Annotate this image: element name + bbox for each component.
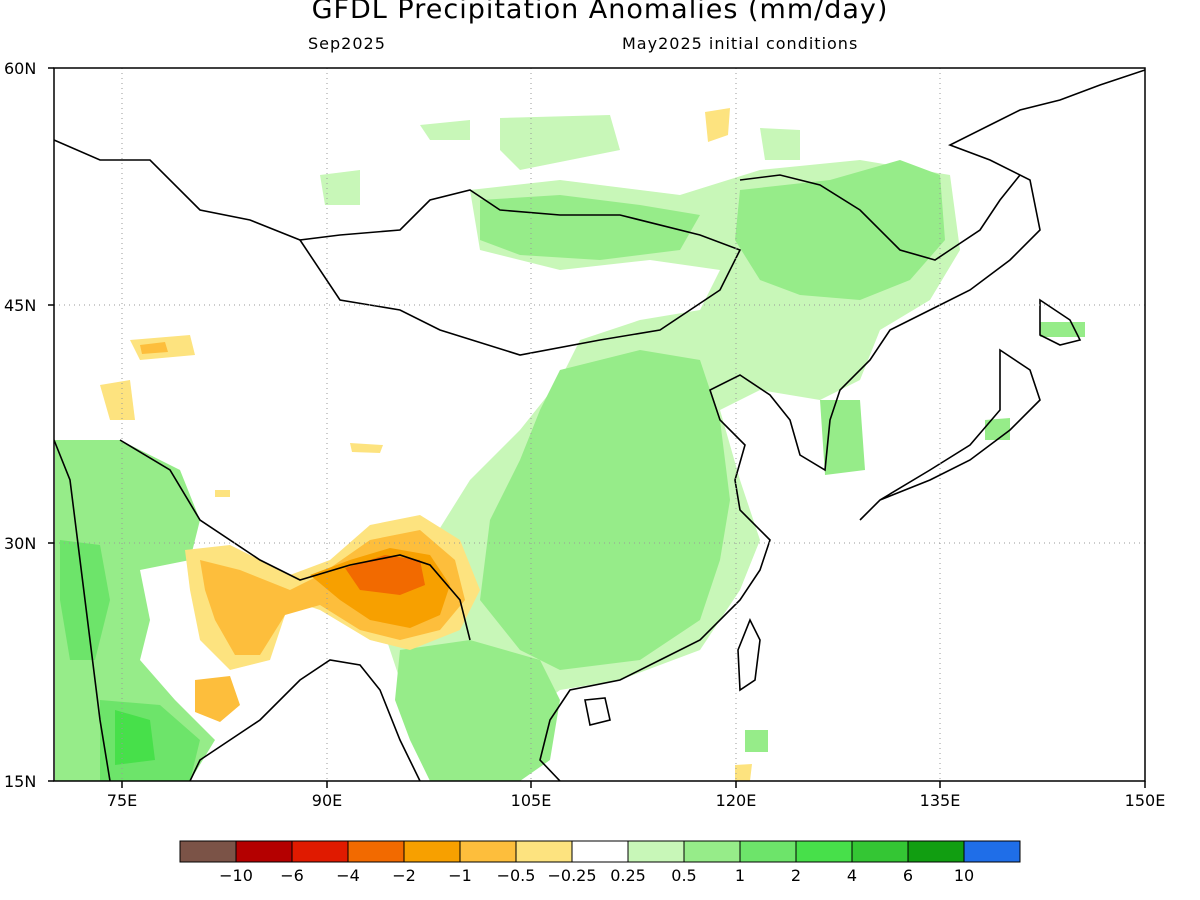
colorbar-swatch <box>459 840 517 863</box>
colorbar-label: −0.5 <box>497 866 536 885</box>
colorbar-swatch <box>851 840 909 863</box>
border-himalaya <box>119 439 471 641</box>
axis-ticks <box>48 67 1146 788</box>
lon-label-90e: 90E <box>312 791 342 810</box>
wet-region-mid-mongolia <box>480 195 700 260</box>
colorbar-label: 10 <box>954 866 974 885</box>
coastline-india <box>54 439 421 781</box>
lon-label-105e: 105E <box>511 791 552 810</box>
map-title: GFDL Precipitation Anomalies (mm/day) <box>311 0 889 25</box>
colorbar-label: 0.25 <box>610 866 646 885</box>
colorbar-swatch <box>683 840 741 863</box>
coastline-taiwan <box>737 618 761 692</box>
colorbar-label: −0.25 <box>547 866 596 885</box>
colorbar-label: 4 <box>847 866 857 885</box>
coastlines <box>54 69 1145 781</box>
colorbar-swatch <box>963 840 1021 863</box>
coastline-hainan <box>584 697 611 726</box>
wet-region-indochina <box>395 640 560 781</box>
wet-region-mid-east <box>480 350 730 670</box>
colorbar-label: 0.5 <box>671 866 696 885</box>
lat-label-15n: 15N <box>4 772 36 791</box>
lon-label-75e: 75E <box>107 791 137 810</box>
colorbar <box>179 840 1021 863</box>
lon-label-120e: 120E <box>716 791 757 810</box>
dry-region-himalaya-heavy <box>345 555 425 595</box>
colorbar-label: 2 <box>791 866 801 885</box>
colorbar-swatch <box>347 840 405 863</box>
colorbar-labels: −10 −6 −4 −2 −1 −0.5 −0.25 0.25 0.5 1 2 4 6 10 <box>219 866 974 885</box>
gridlines <box>54 68 1145 781</box>
lat-label-30n: 30N <box>4 534 36 553</box>
initial-conditions: May2025 initial conditions <box>622 34 859 53</box>
colorbar-label: −4 <box>336 866 360 885</box>
map-frame <box>53 67 1146 782</box>
colorbar-swatch <box>795 840 853 863</box>
forecast-month: Sep2025 <box>308 34 386 53</box>
lon-label-150e: 150E <box>1125 791 1166 810</box>
colorbar-swatch <box>571 840 629 863</box>
wet-region-light-north <box>320 115 800 205</box>
colorbar-swatch <box>179 840 237 863</box>
wet-region-india-heavy <box>115 710 155 765</box>
dry-region-northwest-mid <box>140 342 168 354</box>
border-russia <box>54 139 1021 261</box>
colorbar-swatch <box>291 840 349 863</box>
wet-region-mid-northeast <box>735 160 945 300</box>
wet-region-india-strong <box>60 540 200 781</box>
colorbar-swatch <box>235 840 293 863</box>
coastline-east-asia <box>539 69 1145 781</box>
dry-region-india-south <box>195 676 240 722</box>
colorbar-swatch <box>403 840 461 863</box>
border-china-north <box>298 189 742 356</box>
colorbar-label: 1 <box>735 866 745 885</box>
colorbar-label: 6 <box>903 866 913 885</box>
colorbar-label: −10 <box>219 866 253 885</box>
anomaly-field <box>55 108 1085 781</box>
wet-region-india <box>55 440 215 781</box>
colorbar-swatch <box>515 840 573 863</box>
lon-label-135e: 135E <box>920 791 961 810</box>
coastline-japan <box>859 298 1082 521</box>
lat-label-45n: 45N <box>4 296 36 315</box>
colorbar-swatch <box>907 840 965 863</box>
lat-label-60n: 60N <box>4 59 36 78</box>
colorbar-label: −1 <box>448 866 472 885</box>
colorbar-swatch <box>627 840 685 863</box>
colorbar-label: −6 <box>280 866 304 885</box>
wet-region-korea <box>745 322 1085 752</box>
colorbar-swatch <box>739 840 797 863</box>
colorbar-label: −2 <box>392 866 416 885</box>
